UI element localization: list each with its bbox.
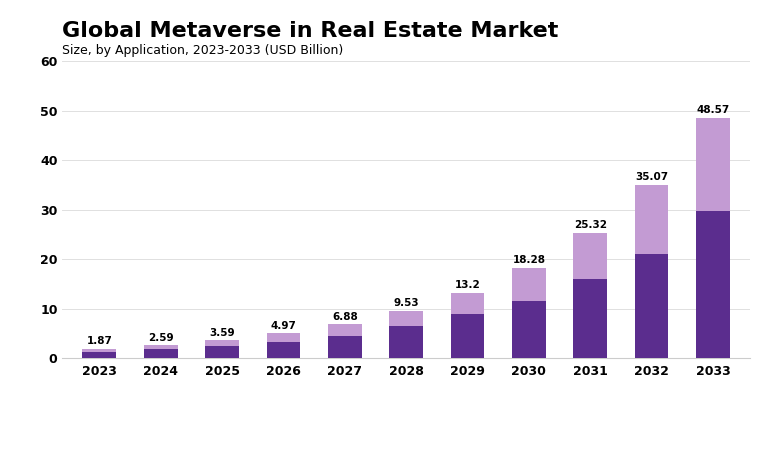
- Bar: [451, 293, 484, 313]
- Bar: [696, 211, 729, 358]
- Bar: [266, 341, 300, 358]
- Text: ONE STOP SHOP FOR THE REPORTS: ONE STOP SHOP FOR THE REPORTS: [590, 439, 714, 445]
- Text: 35.07: 35.07: [635, 172, 668, 182]
- Text: 9.53: 9.53: [394, 298, 419, 308]
- Bar: [696, 118, 729, 211]
- Text: The Forecasted Market: The Forecasted Market: [269, 400, 423, 413]
- Bar: [635, 185, 669, 254]
- Bar: [328, 324, 362, 336]
- Text: Size, by Application, 2023-2033 (USD Billion): Size, by Application, 2023-2033 (USD Bil…: [62, 44, 344, 56]
- Bar: [328, 336, 362, 358]
- Text: 18.28: 18.28: [512, 255, 545, 265]
- Text: Global Metaverse in Real Estate Market: Global Metaverse in Real Estate Market: [62, 21, 559, 41]
- Bar: [389, 311, 423, 326]
- Text: $48.57B: $48.57B: [398, 402, 539, 431]
- Text: 4.97: 4.97: [270, 321, 296, 331]
- Bar: [635, 254, 669, 358]
- Bar: [83, 352, 116, 358]
- Bar: [144, 345, 177, 349]
- Text: 13.2: 13.2: [455, 280, 480, 290]
- Text: Size for 2033 in USD:: Size for 2033 in USD:: [269, 431, 410, 444]
- Text: 25.32: 25.32: [574, 220, 607, 230]
- Text: ⚙: ⚙: [612, 407, 629, 426]
- Text: 1.87: 1.87: [87, 336, 112, 346]
- Text: 38.5%: 38.5%: [99, 402, 205, 431]
- Text: The Market will Grow: The Market will Grow: [8, 400, 148, 413]
- Text: 2.59: 2.59: [148, 333, 173, 343]
- Text: 3.59: 3.59: [209, 328, 235, 338]
- Bar: [205, 340, 239, 346]
- Bar: [451, 313, 484, 358]
- Bar: [573, 233, 607, 279]
- Bar: [573, 279, 607, 358]
- Text: 48.57: 48.57: [697, 106, 729, 116]
- Text: At the CAGR of:: At the CAGR of:: [8, 431, 112, 444]
- Bar: [144, 349, 177, 358]
- Bar: [205, 346, 239, 358]
- Bar: [266, 333, 300, 341]
- Bar: [83, 349, 116, 352]
- Text: 6.88: 6.88: [332, 312, 358, 322]
- Bar: [512, 268, 546, 301]
- Bar: [512, 301, 546, 358]
- Bar: [389, 326, 423, 358]
- Text: market.us: market.us: [608, 405, 696, 420]
